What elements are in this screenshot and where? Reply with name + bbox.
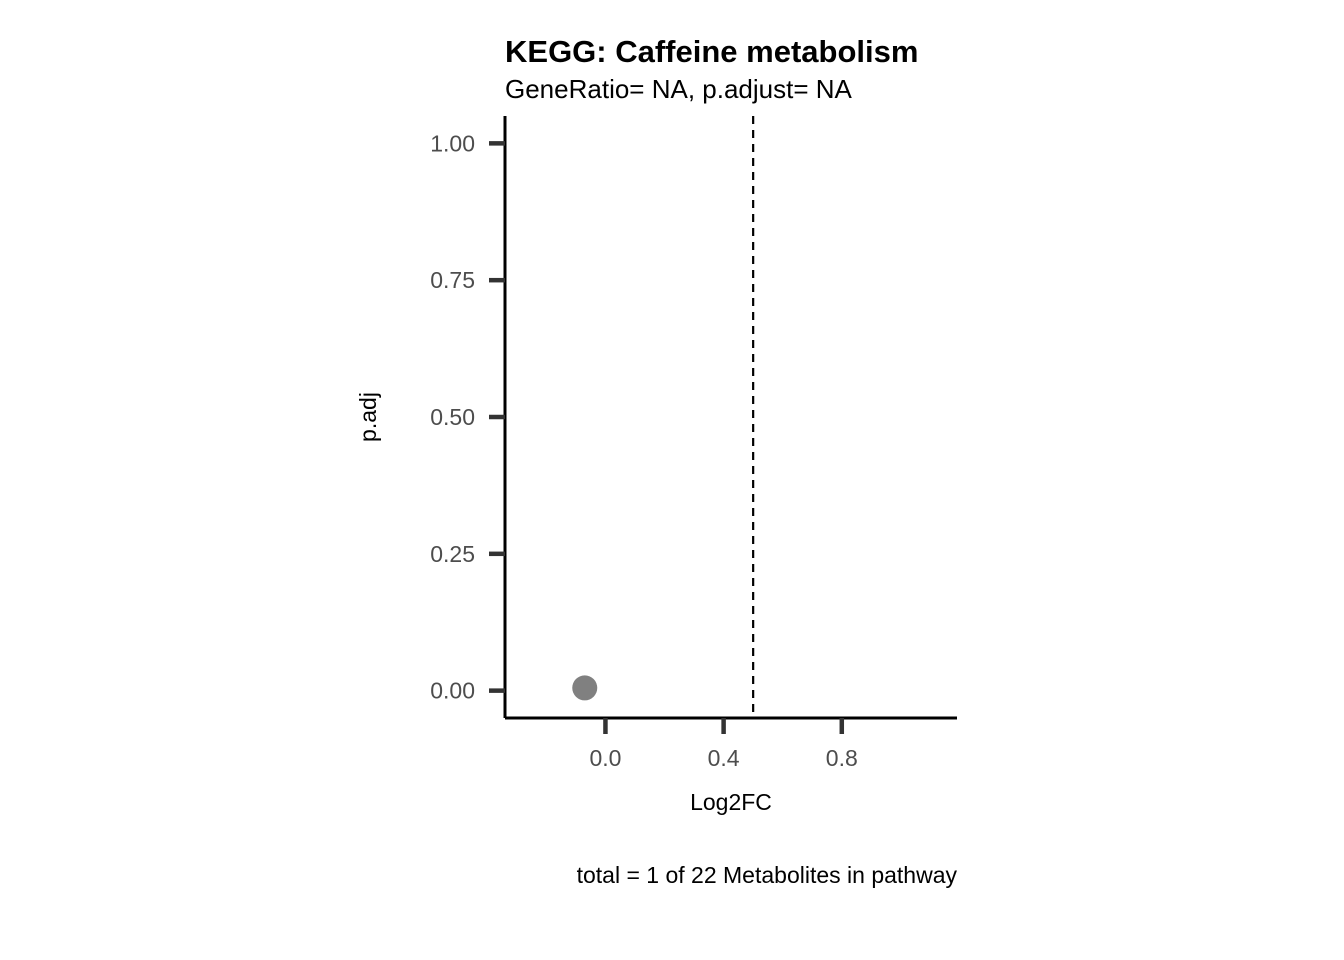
y-tick-label: 0.75: [430, 267, 475, 293]
y-tick-label: 0.00: [430, 678, 475, 704]
chart-subtitle: GeneRatio= NA, p.adjust= NA: [505, 74, 853, 104]
x-axis-title: Log2FC: [690, 789, 772, 815]
y-tick-label: 1.00: [430, 130, 475, 156]
data-point: [572, 675, 598, 701]
x-tick-label: 0.0: [589, 745, 621, 771]
x-tick-label: 0.8: [826, 745, 858, 771]
y-tick-label: 0.50: [430, 404, 475, 430]
y-tick-label: 0.25: [430, 541, 475, 567]
x-tick-label: 0.4: [708, 745, 740, 771]
chart-title: KEGG: Caffeine metabolism: [505, 34, 918, 69]
plot-area: 0.00 0.25 0.50 0.75 1.00 0.0 0.4 0.8: [430, 116, 957, 771]
y-axis-title: p.adj: [355, 392, 381, 442]
chart-caption: total = 1 of 22 Metabolites in pathway: [577, 862, 958, 888]
